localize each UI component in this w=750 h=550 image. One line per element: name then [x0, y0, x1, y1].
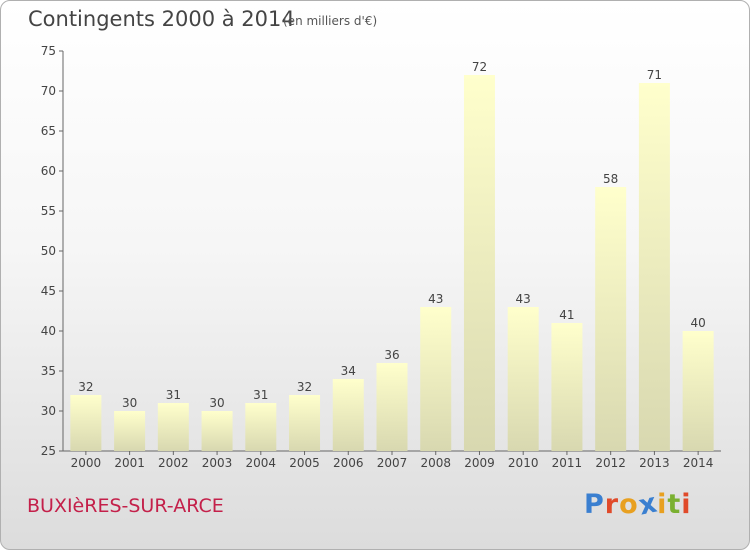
x-tick-label: 2010 — [508, 456, 539, 470]
data-label: 31 — [166, 388, 181, 402]
bar — [682, 331, 714, 451]
y-tick-label: 40 — [41, 324, 56, 338]
data-label: 71 — [647, 68, 662, 82]
bar — [463, 75, 495, 451]
logo-letter: P — [584, 489, 605, 520]
bar — [157, 403, 189, 451]
x-tick-label: 2012 — [595, 456, 626, 470]
y-tick-label: 30 — [41, 404, 56, 418]
bar — [70, 395, 102, 451]
data-label: 32 — [297, 380, 312, 394]
y-tick-label: 35 — [41, 364, 56, 378]
bar — [289, 395, 321, 451]
data-label: 43 — [516, 292, 531, 306]
data-label: 41 — [559, 308, 574, 322]
data-label: 32 — [78, 380, 93, 394]
data-label: 30 — [122, 396, 137, 410]
logo-letter: r — [604, 489, 620, 520]
data-label: 36 — [384, 348, 399, 362]
proxiti-logo: Proxiti — [584, 487, 692, 521]
x-tick-label: 2003 — [202, 456, 233, 470]
chart-subtitle: (en milliers d'€) — [283, 14, 378, 28]
x-tick-label: 2001 — [114, 456, 145, 470]
y-tick-label: 45 — [41, 284, 56, 298]
logo-letter: t — [667, 489, 682, 520]
x-tick-label: 2007 — [377, 456, 408, 470]
bar — [595, 187, 627, 451]
bar — [638, 83, 670, 451]
x-tick-label: 2014 — [683, 456, 714, 470]
y-tick-label: 25 — [41, 444, 56, 458]
x-tick-label: 2013 — [639, 456, 670, 470]
x-tick-label: 2009 — [464, 456, 495, 470]
x-tick-label: 2004 — [246, 456, 277, 470]
bar — [376, 363, 408, 451]
logo-letter: i — [657, 489, 668, 520]
y-tick-label: 65 — [41, 124, 56, 138]
bar — [245, 403, 277, 451]
data-label: 72 — [472, 60, 487, 74]
data-label: 34 — [341, 364, 356, 378]
y-tick-label: 55 — [41, 204, 56, 218]
bar — [420, 307, 452, 451]
y-tick-label: 70 — [41, 84, 56, 98]
bar — [507, 307, 539, 451]
x-tick-label: 2005 — [289, 456, 320, 470]
x-tick-label: 2002 — [158, 456, 189, 470]
data-label: 30 — [209, 396, 224, 410]
x-tick-label: 2008 — [420, 456, 451, 470]
commune-name: BUXIèRES-SUR-ARCE — [27, 495, 224, 517]
logo-letter: o — [619, 489, 639, 520]
x-tick-label: 2000 — [71, 456, 102, 470]
y-tick-label: 60 — [41, 164, 56, 178]
y-tick-label: 75 — [41, 44, 56, 58]
data-label: 58 — [603, 172, 618, 186]
data-label: 43 — [428, 292, 443, 306]
data-label: 40 — [690, 316, 705, 330]
bar — [201, 411, 233, 451]
logo-letter: i — [681, 489, 692, 520]
x-tick-label: 2006 — [333, 456, 364, 470]
x-tick-label: 2011 — [552, 456, 583, 470]
bar — [551, 323, 583, 451]
data-label: 31 — [253, 388, 268, 402]
chart-title: Contingents 2000 à 2014 — [28, 7, 295, 31]
bar — [114, 411, 146, 451]
y-tick-label: 50 — [41, 244, 56, 258]
bar — [332, 379, 364, 451]
